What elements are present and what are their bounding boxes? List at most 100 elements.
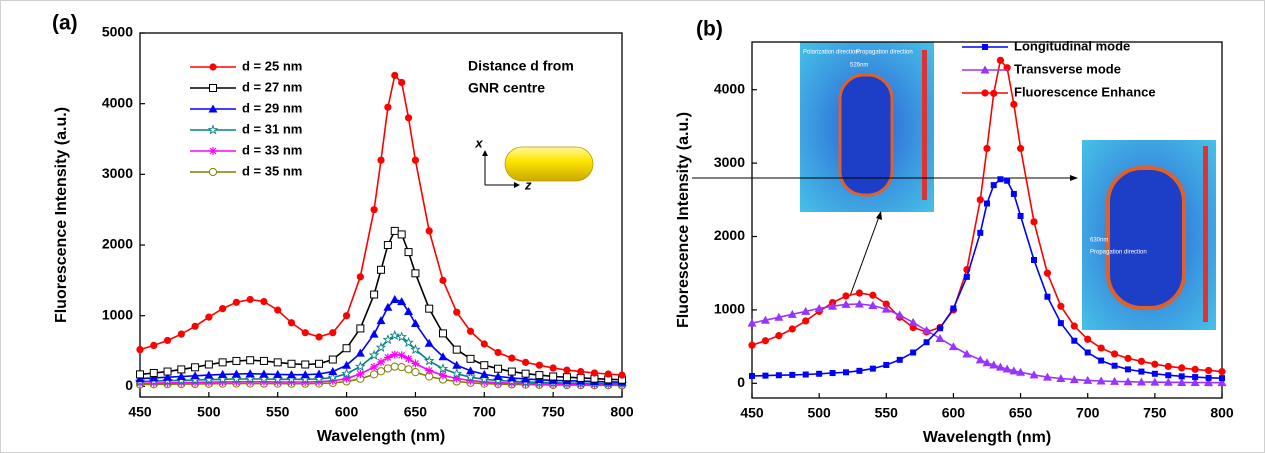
marker bbox=[274, 306, 282, 314]
marker bbox=[377, 265, 385, 274]
marker bbox=[1071, 337, 1078, 344]
marker bbox=[273, 358, 282, 367]
marker bbox=[425, 304, 434, 313]
marker bbox=[1178, 364, 1186, 372]
marker bbox=[327, 371, 339, 383]
marker bbox=[232, 356, 241, 365]
marker bbox=[273, 377, 282, 386]
marker bbox=[150, 341, 158, 350]
marker bbox=[342, 312, 351, 320]
marker bbox=[1178, 373, 1185, 380]
marker bbox=[272, 373, 284, 384]
marker bbox=[869, 365, 876, 372]
marker bbox=[410, 318, 420, 327]
marker bbox=[801, 306, 811, 315]
marker bbox=[747, 318, 757, 327]
marker bbox=[1204, 366, 1213, 375]
marker bbox=[404, 306, 414, 315]
marker bbox=[377, 358, 385, 367]
marker bbox=[411, 156, 420, 164]
marker bbox=[563, 366, 571, 374]
rod-inset bbox=[482, 146, 594, 188]
marker bbox=[260, 297, 268, 306]
x-tick-label: 500 bbox=[807, 405, 831, 421]
marker bbox=[398, 78, 406, 87]
marker bbox=[775, 372, 782, 379]
marker bbox=[1217, 378, 1227, 387]
marker bbox=[963, 273, 970, 280]
y-tick-label: 0 bbox=[125, 377, 133, 393]
marker bbox=[1043, 269, 1052, 277]
marker bbox=[396, 331, 407, 342]
marker bbox=[424, 338, 434, 347]
marker bbox=[1069, 375, 1079, 384]
marker bbox=[341, 368, 352, 379]
marker bbox=[761, 337, 770, 345]
marker bbox=[438, 329, 447, 338]
marker bbox=[301, 378, 310, 387]
x-axis-label: Wavelength (nm) bbox=[923, 429, 1051, 446]
marker bbox=[246, 356, 255, 365]
marker bbox=[404, 354, 413, 363]
marker bbox=[480, 377, 489, 386]
marker bbox=[1098, 357, 1105, 364]
legend-label: Transverse mode bbox=[1014, 61, 1121, 76]
marker bbox=[842, 292, 850, 300]
marker bbox=[389, 329, 401, 341]
marker bbox=[562, 373, 571, 382]
y-tick-label: 3000 bbox=[102, 165, 133, 181]
marker bbox=[774, 312, 784, 321]
marker bbox=[478, 373, 490, 384]
marker bbox=[984, 200, 990, 207]
marker bbox=[1016, 144, 1025, 153]
legend-label: d = 35 nm bbox=[242, 163, 302, 178]
marker bbox=[301, 360, 310, 369]
marker bbox=[466, 354, 475, 363]
marker bbox=[466, 366, 476, 375]
marker bbox=[775, 332, 783, 340]
marker bbox=[883, 361, 890, 368]
marker bbox=[452, 345, 461, 354]
marker bbox=[411, 269, 420, 278]
marker bbox=[1084, 335, 1092, 343]
marker bbox=[1010, 100, 1018, 108]
marker bbox=[368, 349, 380, 360]
marker bbox=[466, 327, 475, 335]
marker bbox=[287, 378, 296, 387]
marker bbox=[404, 365, 413, 374]
legend-marker bbox=[209, 84, 217, 92]
marker bbox=[342, 344, 351, 353]
marker bbox=[397, 363, 406, 372]
marker bbox=[895, 310, 905, 319]
inset-text: Polarization direction bbox=[803, 50, 859, 56]
marker bbox=[437, 363, 449, 374]
marker bbox=[390, 350, 399, 359]
x-tick-label: 650 bbox=[404, 404, 428, 420]
marker bbox=[328, 376, 337, 385]
marker bbox=[882, 300, 890, 308]
marker bbox=[923, 339, 930, 346]
marker bbox=[1165, 372, 1172, 379]
marker bbox=[313, 373, 325, 384]
marker bbox=[191, 322, 199, 330]
marker bbox=[814, 303, 824, 312]
marker bbox=[1124, 354, 1132, 362]
marker bbox=[219, 305, 227, 313]
marker bbox=[1096, 376, 1106, 385]
x-tick-label: 800 bbox=[610, 404, 634, 420]
marker bbox=[190, 371, 200, 380]
legend-label: d = 27 nm bbox=[242, 79, 302, 94]
marker bbox=[383, 353, 392, 362]
marker bbox=[896, 356, 903, 363]
marker bbox=[411, 359, 420, 368]
marker bbox=[423, 355, 435, 366]
marker bbox=[383, 241, 392, 250]
marker bbox=[997, 176, 1004, 183]
marker bbox=[522, 358, 530, 366]
marker bbox=[937, 325, 943, 332]
marker bbox=[1219, 375, 1225, 382]
legend-label: d = 33 nm bbox=[242, 142, 302, 157]
marker bbox=[1031, 257, 1037, 264]
marker bbox=[1002, 364, 1012, 373]
legend-marker bbox=[207, 124, 219, 135]
